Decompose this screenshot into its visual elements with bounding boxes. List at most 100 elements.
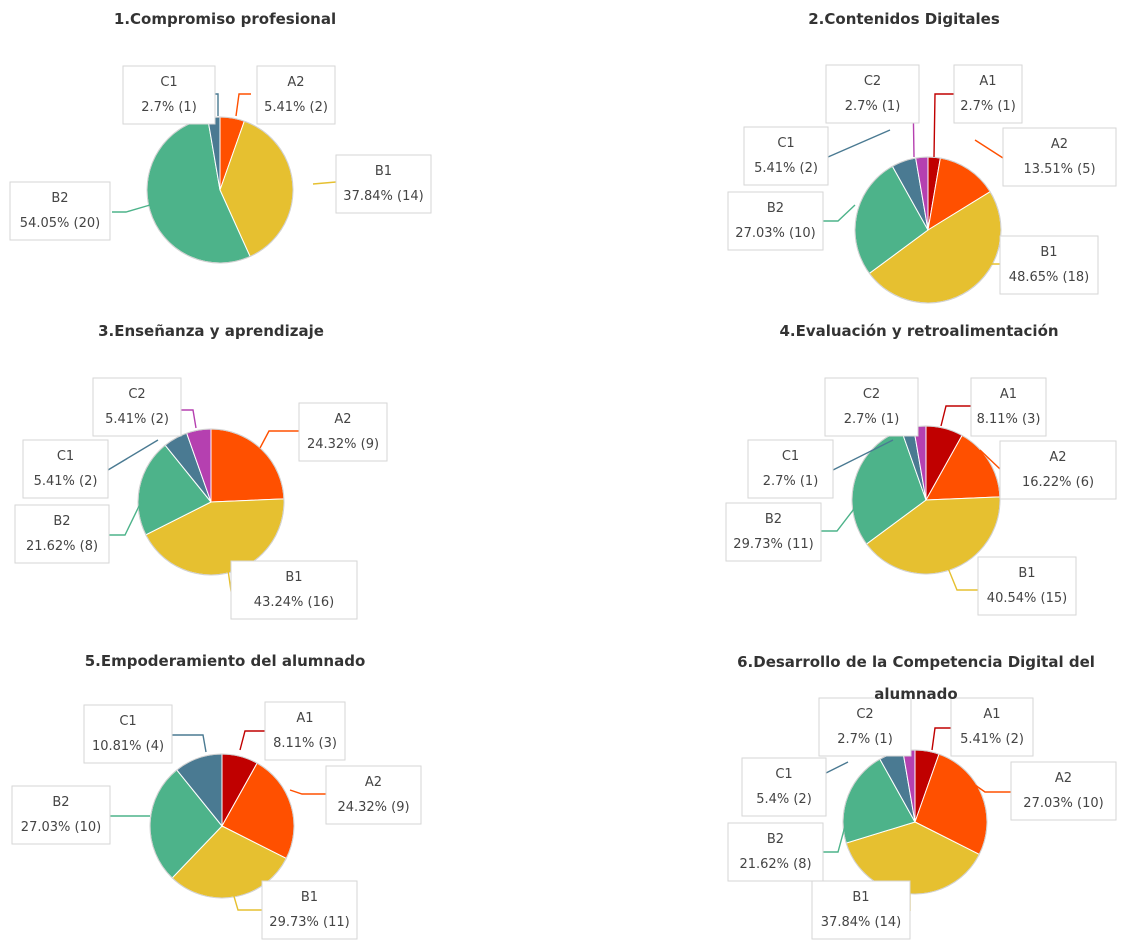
slice-category-label: A2 xyxy=(365,775,382,790)
slice-value-label: 2.7% (1) xyxy=(141,100,197,115)
label-box xyxy=(256,65,336,125)
slice-category-label: A1 xyxy=(296,711,313,726)
label-box xyxy=(325,765,422,825)
label-box xyxy=(999,440,1117,500)
slice-value-label: 8.11% (3) xyxy=(273,736,337,751)
slice-value-label: 13.51% (5) xyxy=(1023,162,1095,177)
data-label-c2: C2 2.7% (1) xyxy=(825,64,920,124)
data-label-a2: A2 24.32% (9) xyxy=(325,765,422,825)
label-box xyxy=(950,697,1034,757)
slice-category-label: C2 xyxy=(856,707,873,722)
slice-category-label: C1 xyxy=(775,767,792,782)
slice-value-label: 29.73% (11) xyxy=(733,537,813,552)
leader-line-a1 xyxy=(933,93,954,158)
slice-value-label: 5.41% (2) xyxy=(754,161,818,176)
leader-line-b1 xyxy=(947,567,978,591)
leader-line-a1 xyxy=(940,405,971,427)
pie-outline xyxy=(146,116,294,264)
label-box xyxy=(747,439,834,499)
data-label-a2: A2 24.32% (9) xyxy=(298,402,388,462)
slice-category-label: C1 xyxy=(782,449,799,464)
slice-value-label: 27.03% (10) xyxy=(735,226,815,241)
leader-line-a2 xyxy=(979,449,1001,470)
label-box xyxy=(14,504,110,564)
label-box xyxy=(9,181,111,241)
leader-line-b1 xyxy=(312,181,337,185)
slice-value-label: 10.81% (4) xyxy=(92,739,164,754)
slice-category-label: B1 xyxy=(1040,245,1057,260)
label-box xyxy=(811,880,911,940)
data-label-a1: A1 2.7% (1) xyxy=(953,64,1023,124)
slice-category-label: C1 xyxy=(57,449,74,464)
slice-category-label: B1 xyxy=(301,890,318,905)
data-label-a2: A2 13.51% (5) xyxy=(1002,127,1117,187)
data-label-a2: A2 27.03% (10) xyxy=(1010,761,1117,821)
slice-value-label: 5.41% (2) xyxy=(105,412,169,427)
slice-value-label: 37.84% (14) xyxy=(821,915,901,930)
pie-chart-6: A1 5.41% (2) A2 27.03% (10) B1 37.84% (14) B2 2… xyxy=(727,697,1117,940)
data-label-b1: B1 40.54% (15) xyxy=(977,556,1077,616)
slice-value-label: 29.73% (11) xyxy=(269,915,349,930)
label-box xyxy=(11,785,111,845)
slice-category-label: B1 xyxy=(1018,566,1035,581)
data-label-c2: C2 2.7% (1) xyxy=(818,697,912,757)
slice-category-label: A1 xyxy=(983,707,1000,722)
slice-value-label: 2.7% (1) xyxy=(960,99,1016,114)
data-label-a2: A2 16.22% (6) xyxy=(999,440,1117,500)
slice-value-label: 5.41% (2) xyxy=(264,100,328,115)
label-box xyxy=(22,439,109,499)
slice-category-label: B1 xyxy=(285,570,302,585)
slice-category-label: A2 xyxy=(1051,137,1068,152)
slice-value-label: 37.84% (14) xyxy=(343,189,423,204)
slice-value-label: 21.62% (8) xyxy=(739,857,811,872)
slice-category-label: B2 xyxy=(767,201,784,216)
leader-line-b2 xyxy=(112,204,151,213)
slice-category-label: B2 xyxy=(52,795,69,810)
slice-value-label: 27.03% (10) xyxy=(1023,796,1103,811)
slice-value-label: 43.24% (16) xyxy=(254,595,334,610)
data-label-b2: B2 27.03% (10) xyxy=(727,191,824,251)
label-box xyxy=(825,64,920,124)
slice-value-label: 24.32% (9) xyxy=(307,437,379,452)
slice-category-label: B2 xyxy=(51,191,68,206)
leader-line-c2 xyxy=(181,409,197,429)
data-label-c2: C2 2.7% (1) xyxy=(824,377,919,437)
slice-value-label: 24.32% (9) xyxy=(337,800,409,815)
label-box xyxy=(999,235,1099,295)
pie-chart-3: A2 24.32% (9) B1 43.24% (16) B2 21.62% (8) C1 5… xyxy=(14,377,388,620)
pie-outline xyxy=(854,156,1002,304)
slice-category-label: B2 xyxy=(767,832,784,847)
slice-category-label: C1 xyxy=(160,75,177,90)
pie-outline xyxy=(137,428,285,576)
slice-value-label: 5.41% (2) xyxy=(34,474,98,489)
pie-outline xyxy=(149,753,295,899)
data-label-c1: C1 2.7% (1) xyxy=(122,65,216,125)
slice-value-label: 48.65% (18) xyxy=(1009,270,1089,285)
leader-line-b2 xyxy=(821,504,858,532)
leader-line-a1 xyxy=(931,727,951,751)
slice-value-label: 8.11% (3) xyxy=(977,412,1041,427)
slice-category-label: B1 xyxy=(375,164,392,179)
slice-value-label: 27.03% (10) xyxy=(21,820,101,835)
slice-category-label: B2 xyxy=(53,514,70,529)
label-box xyxy=(83,704,173,764)
label-box xyxy=(727,822,824,882)
slice-category-label: A2 xyxy=(287,75,304,90)
leader-line-b1 xyxy=(232,892,262,911)
label-box xyxy=(261,880,358,940)
data-label-b2: B2 21.62% (8) xyxy=(14,504,110,564)
slice-category-label: A2 xyxy=(334,412,351,427)
leader-line-a2 xyxy=(974,784,1011,793)
data-label-b2: B2 54.05% (20) xyxy=(9,181,111,241)
pie-slice-a2 xyxy=(210,428,285,503)
pie-outline xyxy=(851,425,1001,575)
label-box xyxy=(818,697,912,757)
label-box xyxy=(953,64,1023,124)
data-label-b1: B1 48.65% (18) xyxy=(999,235,1099,295)
data-label-a2: A2 5.41% (2) xyxy=(256,65,336,125)
leader-line-c1 xyxy=(172,734,207,753)
label-box xyxy=(1002,127,1117,187)
slice-value-label: 2.7% (1) xyxy=(837,732,893,747)
pie-outline xyxy=(842,749,988,895)
